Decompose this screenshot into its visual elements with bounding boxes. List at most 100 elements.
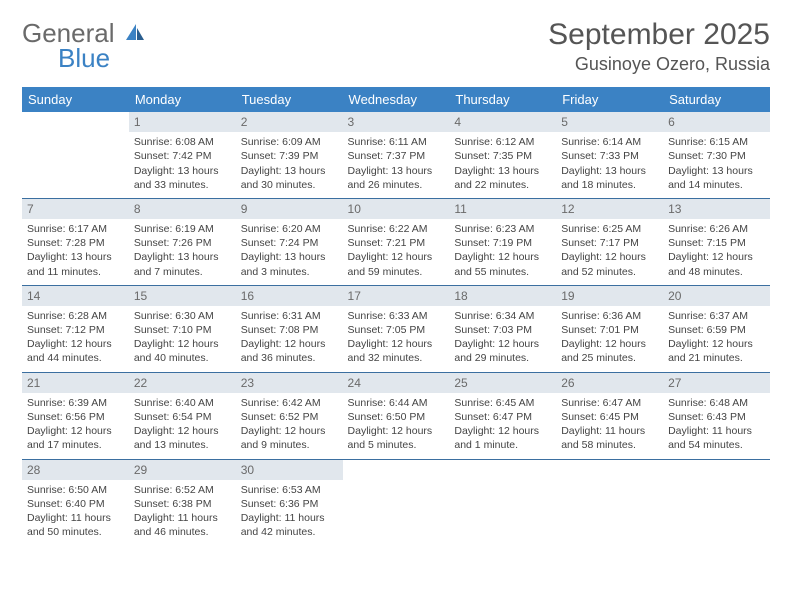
day-number: 21 xyxy=(22,373,129,393)
sunset-line: Sunset: 7:39 PM xyxy=(241,149,338,163)
daylight-line: Daylight: 12 hours and 52 minutes. xyxy=(561,250,658,278)
day-cell: 17Sunrise: 6:33 AMSunset: 7:05 PMDayligh… xyxy=(343,285,450,372)
day-details: Sunrise: 6:53 AMSunset: 6:36 PMDaylight:… xyxy=(240,483,339,540)
day-number: 30 xyxy=(236,460,343,480)
daylight-line: Daylight: 12 hours and 32 minutes. xyxy=(348,337,445,365)
location: Gusinoye Ozero, Russia xyxy=(548,54,770,75)
day-number: 22 xyxy=(129,373,236,393)
day-cell: 21 Sunrise: 6:39 AMSunset: 6:56 PMDayligh… xyxy=(22,372,129,459)
day-number: 13 xyxy=(663,199,770,219)
sunrise-line: Sunrise: 6:12 AM xyxy=(454,135,551,149)
day-cell: 30 Sunrise: 6:53 AMSunset: 6:36 PMDayligh… xyxy=(236,459,343,545)
sunset-line: Sunset: 7:28 PM xyxy=(27,236,124,250)
day-cell: 9Sunrise: 6:20 AMSunset: 7:24 PMDaylight… xyxy=(236,198,343,285)
day-details: Sunrise: 6:48 AMSunset: 6:43 PMDaylight:… xyxy=(667,396,766,453)
day-details: Sunrise: 6:47 AMSunset: 6:45 PMDaylight:… xyxy=(560,396,659,453)
day-cell: 6Sunrise: 6:15 AMSunset: 7:30 PMDaylight… xyxy=(663,112,770,198)
day-number: 16 xyxy=(236,286,343,306)
sunrise-line: Sunrise: 6:34 AM xyxy=(454,309,551,323)
day-cell xyxy=(556,459,663,545)
sunset-line: Sunset: 7:12 PM xyxy=(27,323,124,337)
sunset-line: Sunset: 7:37 PM xyxy=(348,149,445,163)
day-cell: 26 Sunrise: 6:47 AMSunset: 6:45 PMDayligh… xyxy=(556,372,663,459)
sunset-line: Sunset: 7:03 PM xyxy=(454,323,551,337)
day-number: 28 xyxy=(22,460,129,480)
daylight-line: Daylight: 11 hours and 46 minutes. xyxy=(134,511,231,539)
daylight-line: Daylight: 12 hours and 21 minutes. xyxy=(668,337,765,365)
day-number: 4 xyxy=(449,112,556,132)
day-details: Sunrise: 6:42 AMSunset: 6:52 PMDaylight:… xyxy=(240,396,339,453)
sunset-line: Sunset: 6:56 PM xyxy=(27,410,124,424)
sunset-line: Sunset: 7:10 PM xyxy=(134,323,231,337)
day-details: Sunrise: 6:52 AMSunset: 6:38 PMDaylight:… xyxy=(133,483,232,540)
day-number: 8 xyxy=(129,199,236,219)
day-number: 27 xyxy=(663,373,770,393)
sunrise-line: Sunrise: 6:23 AM xyxy=(454,222,551,236)
sunset-line: Sunset: 7:24 PM xyxy=(241,236,338,250)
daylight-line: Daylight: 12 hours and 55 minutes. xyxy=(454,250,551,278)
sunset-line: Sunset: 7:33 PM xyxy=(561,149,658,163)
logo: General Blue xyxy=(22,18,146,74)
daylight-line: Daylight: 11 hours and 58 minutes. xyxy=(561,424,658,452)
sunset-line: Sunset: 6:54 PM xyxy=(134,410,231,424)
sunset-line: Sunset: 7:17 PM xyxy=(561,236,658,250)
day-number: 2 xyxy=(236,112,343,132)
day-details: Sunrise: 6:22 AMSunset: 7:21 PMDaylight:… xyxy=(347,222,446,279)
day-number: 20 xyxy=(663,286,770,306)
sunset-line: Sunset: 7:30 PM xyxy=(668,149,765,163)
day-cell: 12Sunrise: 6:25 AMSunset: 7:17 PMDayligh… xyxy=(556,198,663,285)
sunrise-line: Sunrise: 6:52 AM xyxy=(134,483,231,497)
day-cell xyxy=(343,459,450,545)
day-number: 26 xyxy=(556,373,663,393)
day-details: Sunrise: 6:36 AMSunset: 7:01 PMDaylight:… xyxy=(560,309,659,366)
sunset-line: Sunset: 6:36 PM xyxy=(241,497,338,511)
daylight-line: Daylight: 13 hours and 11 minutes. xyxy=(27,250,124,278)
day-details: Sunrise: 6:09 AMSunset: 7:39 PMDaylight:… xyxy=(240,135,339,192)
sunset-line: Sunset: 7:08 PM xyxy=(241,323,338,337)
sunrise-line: Sunrise: 6:33 AM xyxy=(348,309,445,323)
day-number: 23 xyxy=(236,373,343,393)
sunset-line: Sunset: 7:05 PM xyxy=(348,323,445,337)
day-number: 19 xyxy=(556,286,663,306)
calendar-header-row: SundayMondayTuesdayWednesdayThursdayFrid… xyxy=(22,87,770,112)
day-cell: 10Sunrise: 6:22 AMSunset: 7:21 PMDayligh… xyxy=(343,198,450,285)
sunrise-line: Sunrise: 6:37 AM xyxy=(668,309,765,323)
sunrise-line: Sunrise: 6:15 AM xyxy=(668,135,765,149)
day-details: Sunrise: 6:39 AMSunset: 6:56 PMDaylight:… xyxy=(26,396,125,453)
day-cell xyxy=(449,459,556,545)
day-number: 11 xyxy=(449,199,556,219)
day-cell xyxy=(663,459,770,545)
sunrise-line: Sunrise: 6:50 AM xyxy=(27,483,124,497)
day-number: 29 xyxy=(129,460,236,480)
day-details: Sunrise: 6:45 AMSunset: 6:47 PMDaylight:… xyxy=(453,396,552,453)
daylight-line: Daylight: 12 hours and 40 minutes. xyxy=(134,337,231,365)
sunset-line: Sunset: 6:47 PM xyxy=(454,410,551,424)
day-details: Sunrise: 6:26 AMSunset: 7:15 PMDaylight:… xyxy=(667,222,766,279)
header: General Blue September 2025 Gusinoye Oze… xyxy=(22,18,770,75)
daylight-line: Daylight: 12 hours and 13 minutes. xyxy=(134,424,231,452)
daylight-line: Daylight: 13 hours and 18 minutes. xyxy=(561,164,658,192)
day-number: 3 xyxy=(343,112,450,132)
day-details: Sunrise: 6:31 AMSunset: 7:08 PMDaylight:… xyxy=(240,309,339,366)
day-cell: 14Sunrise: 6:28 AMSunset: 7:12 PMDayligh… xyxy=(22,285,129,372)
daylight-line: Daylight: 12 hours and 44 minutes. xyxy=(27,337,124,365)
daylight-line: Daylight: 12 hours and 5 minutes. xyxy=(348,424,445,452)
week-row: 21 Sunrise: 6:39 AMSunset: 6:56 PMDayligh… xyxy=(22,372,770,459)
day-cell: 11Sunrise: 6:23 AMSunset: 7:19 PMDayligh… xyxy=(449,198,556,285)
day-cell: 19 Sunrise: 6:36 AMSunset: 7:01 PMDayligh… xyxy=(556,285,663,372)
day-details: Sunrise: 6:44 AMSunset: 6:50 PMDaylight:… xyxy=(347,396,446,453)
day-details: Sunrise: 6:33 AMSunset: 7:05 PMDaylight:… xyxy=(347,309,446,366)
day-details: Sunrise: 6:25 AMSunset: 7:17 PMDaylight:… xyxy=(560,222,659,279)
daylight-line: Daylight: 13 hours and 26 minutes. xyxy=(348,164,445,192)
day-header: Monday xyxy=(129,87,236,112)
day-cell: 16 Sunrise: 6:31 AMSunset: 7:08 PMDayligh… xyxy=(236,285,343,372)
day-cell: 13 Sunrise: 6:26 AMSunset: 7:15 PMDayligh… xyxy=(663,198,770,285)
day-cell: 5Sunrise: 6:14 AMSunset: 7:33 PMDaylight… xyxy=(556,112,663,198)
sunrise-line: Sunrise: 6:11 AM xyxy=(348,135,445,149)
day-cell: 8Sunrise: 6:19 AMSunset: 7:26 PMDaylight… xyxy=(129,198,236,285)
day-cell: 15Sunrise: 6:30 AMSunset: 7:10 PMDayligh… xyxy=(129,285,236,372)
daylight-line: Daylight: 13 hours and 14 minutes. xyxy=(668,164,765,192)
sunset-line: Sunset: 7:01 PM xyxy=(561,323,658,337)
month-title: September 2025 xyxy=(548,18,770,52)
day-number: 15 xyxy=(129,286,236,306)
